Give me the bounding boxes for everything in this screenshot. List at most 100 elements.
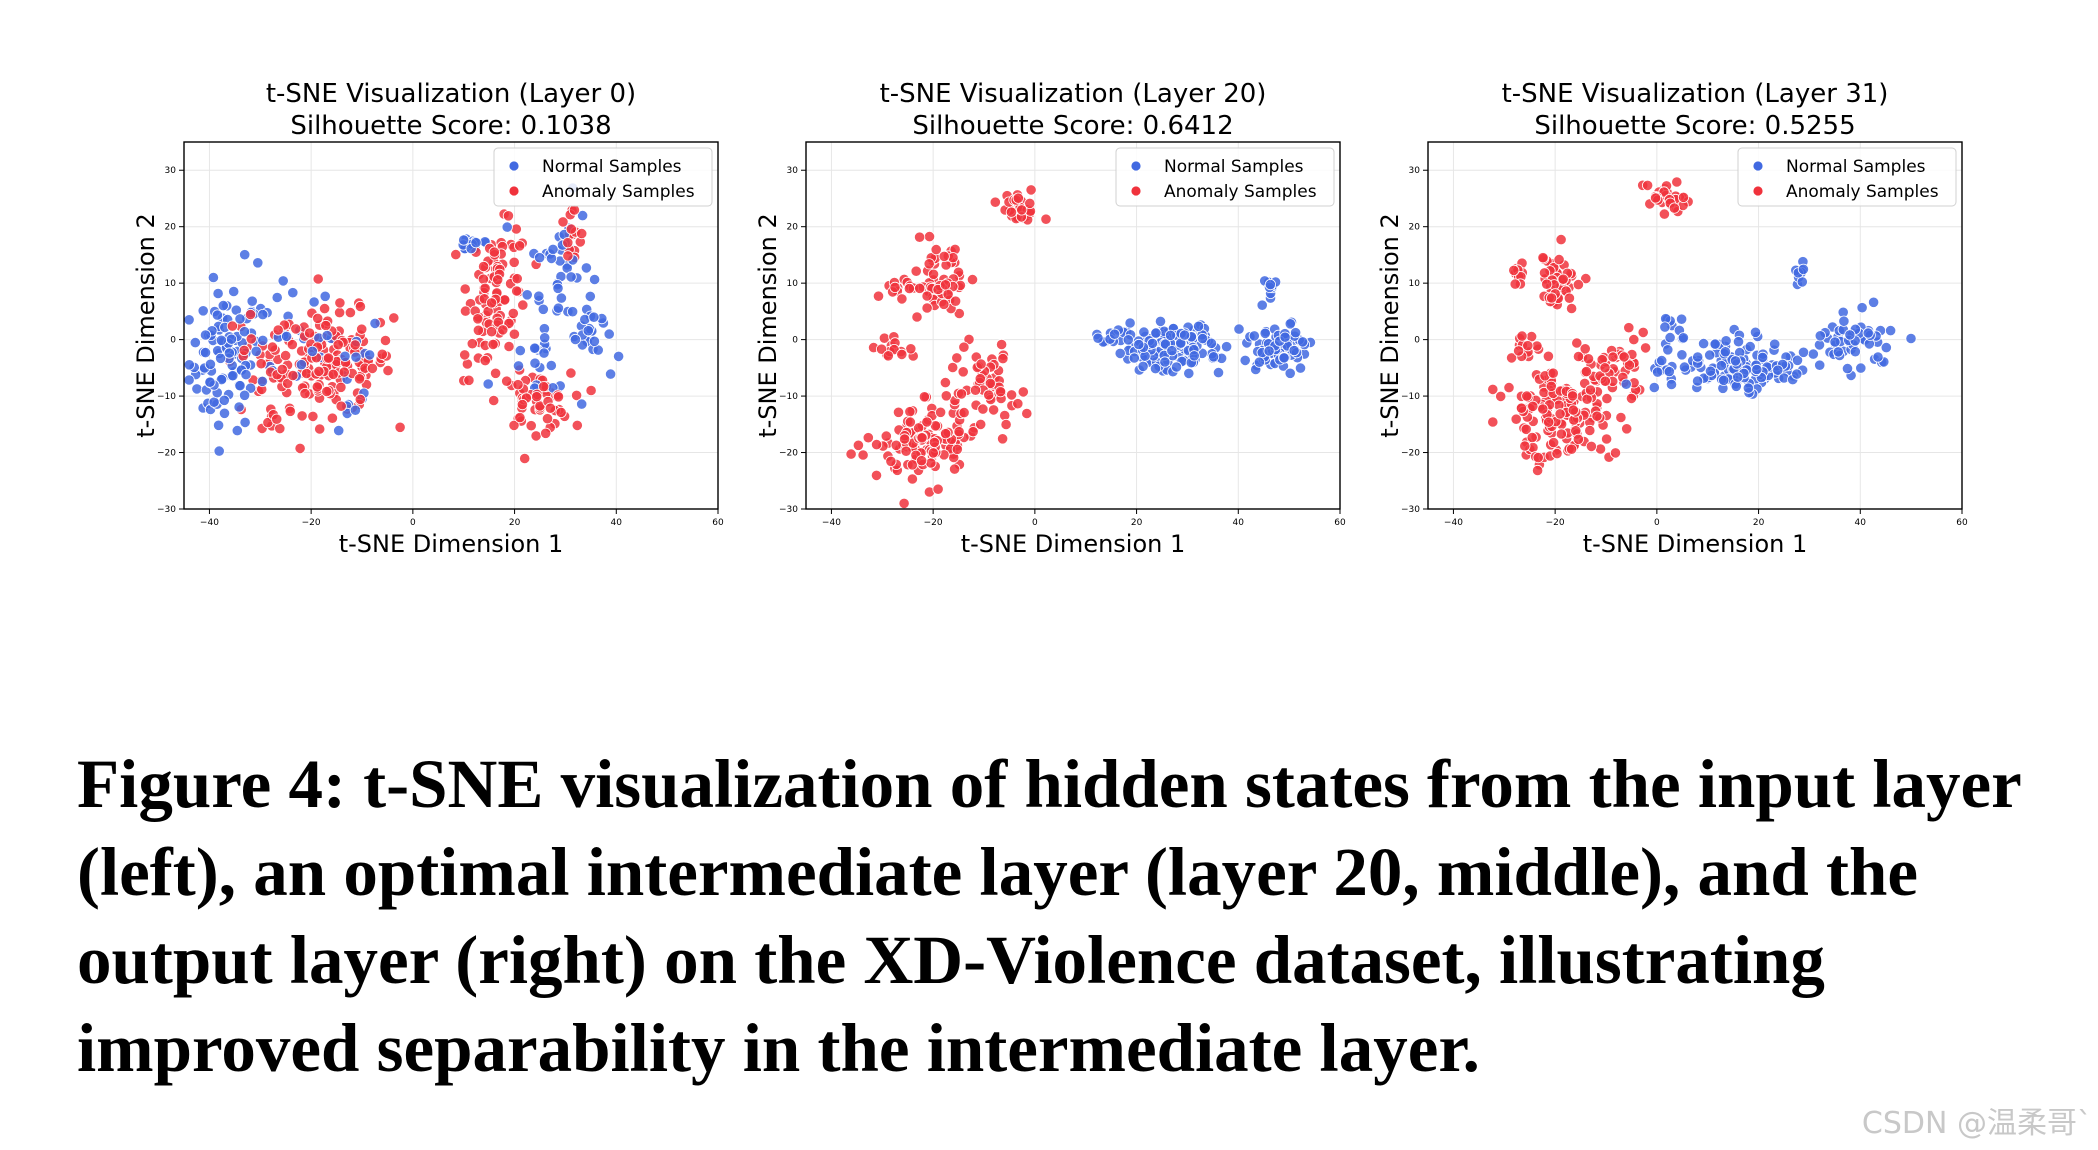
anomaly-sample-point — [1545, 380, 1557, 392]
chart-title: t-SNE Visualization (Layer 31) — [1502, 79, 1889, 109]
normal-sample-point — [514, 344, 526, 357]
normal-sample-point — [1719, 346, 1732, 358]
legend-marker — [508, 185, 520, 197]
anomaly-sample-point — [906, 473, 919, 485]
legend-marker — [1130, 160, 1142, 172]
normal-sample-point — [215, 352, 227, 364]
chart-panel-1: −40 −20 0 20 40 60 −30 −20 −10 0 10 20 30 t-SNE Visua… — [754, 79, 1346, 558]
anomaly-sample-point — [911, 311, 923, 323]
anomaly-sample-point — [238, 344, 250, 356]
normal-sample-point — [1791, 368, 1803, 380]
anomaly-sample-point — [1538, 267, 1551, 279]
anomaly-sample-point — [921, 290, 933, 302]
anomaly-sample-point — [923, 231, 936, 243]
normal-sample-point — [306, 345, 318, 357]
anomaly-sample-point — [1671, 176, 1683, 188]
normal-sample-point — [239, 389, 251, 401]
y-tick-label: −20 — [157, 449, 176, 459]
normal-sample-point — [1868, 296, 1880, 308]
anomaly-sample-point — [1623, 359, 1636, 371]
anomaly-sample-point — [311, 381, 323, 393]
normal-sample-point — [1159, 356, 1171, 368]
normal-sample-point — [1677, 332, 1690, 344]
normal-sample-point — [576, 210, 589, 222]
normal-sample-point — [1284, 318, 1296, 330]
normal-sample-point — [1124, 317, 1136, 329]
normal-sample-point — [212, 287, 224, 300]
normal-sample-point — [1128, 352, 1140, 364]
normal-sample-point — [584, 290, 596, 302]
anomaly-sample-point — [334, 297, 346, 309]
anomaly-sample-point — [508, 256, 520, 268]
normal-sample-point — [1885, 324, 1897, 337]
anomaly-sample-point — [1557, 273, 1569, 285]
anomaly-sample-point — [555, 406, 567, 418]
anomaly-sample-point — [1601, 392, 1613, 405]
normal-sample-point — [579, 313, 591, 326]
anomaly-sample-point — [889, 281, 901, 293]
anomaly-sample-point — [921, 302, 933, 314]
normal-sample-point — [582, 325, 594, 337]
anomaly-sample-point — [511, 285, 523, 297]
normal-sample-point — [1297, 336, 1309, 348]
anomaly-sample-point — [394, 421, 406, 433]
anomaly-sample-point — [1548, 436, 1560, 449]
normal-sample-point — [1239, 354, 1251, 366]
normal-sample-point — [207, 271, 219, 284]
normal-sample-point — [539, 332, 551, 344]
scatter-points — [845, 184, 1317, 509]
anomaly-sample-point — [938, 250, 950, 262]
normal-sample-point — [1256, 299, 1268, 311]
anomaly-sample-point — [459, 283, 471, 295]
normal-sample-point — [225, 333, 238, 345]
chart-title: t-SNE Visualization (Layer 0) — [266, 79, 636, 109]
normal-sample-point — [308, 296, 320, 308]
y-tick-label: 30 — [165, 166, 177, 176]
anomaly-sample-point — [957, 366, 969, 378]
anomaly-sample-point — [512, 379, 524, 391]
normal-sample-point — [234, 380, 246, 392]
normal-sample-point — [250, 345, 262, 357]
y-tick-label: −10 — [157, 392, 176, 402]
anomaly-sample-point — [1554, 408, 1566, 420]
normal-sample-point — [234, 313, 246, 325]
anomaly-sample-point — [1513, 345, 1525, 357]
normal-sample-point — [537, 303, 549, 315]
anomaly-sample-point — [477, 273, 489, 285]
anomaly-sample-point — [1526, 431, 1538, 444]
legend-marker — [1752, 160, 1764, 172]
anomaly-sample-point — [930, 244, 942, 256]
y-tick-label: 10 — [1409, 279, 1421, 289]
normal-sample-point — [246, 295, 258, 307]
normal-sample-point — [1841, 362, 1854, 375]
normal-sample-point — [1715, 359, 1728, 372]
anomaly-sample-point — [335, 381, 347, 393]
normal-sample-point — [1829, 336, 1841, 348]
anomaly-sample-point — [1021, 407, 1033, 420]
normal-sample-point — [1208, 351, 1220, 363]
anomaly-sample-point — [335, 400, 347, 412]
normal-sample-point — [287, 287, 299, 299]
normal-sample-point — [1838, 315, 1850, 327]
anomaly-sample-point — [1040, 213, 1052, 225]
normal-sample-point — [1664, 331, 1676, 344]
normal-sample-point — [588, 335, 601, 347]
anomaly-sample-point — [1024, 197, 1036, 209]
normal-sample-point — [1844, 329, 1856, 341]
anomaly-sample-point — [472, 313, 484, 325]
anomaly-sample-point — [953, 307, 965, 320]
axes-frame — [183, 141, 719, 510]
normal-sample-point — [580, 262, 593, 274]
anomaly-sample-point — [997, 352, 1009, 365]
anomaly-sample-point — [1599, 375, 1611, 387]
anomaly-sample-point — [958, 406, 970, 419]
anomaly-sample-point — [479, 282, 491, 294]
normal-sample-point — [1704, 365, 1717, 377]
normal-sample-point — [545, 359, 557, 372]
anomaly-sample-point — [541, 413, 554, 425]
anomaly-sample-point — [463, 374, 475, 386]
anomaly-sample-point — [955, 388, 968, 400]
anomaly-sample-point — [356, 323, 368, 335]
legend-label: Normal Samples — [1164, 157, 1304, 177]
normal-sample-point — [257, 308, 269, 321]
